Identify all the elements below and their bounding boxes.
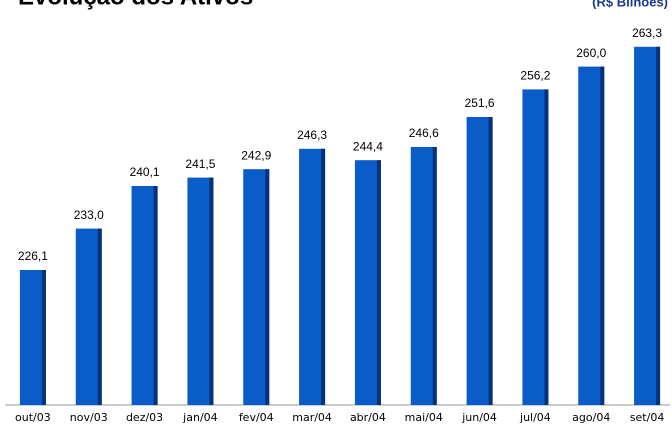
bar-shade (265, 169, 270, 405)
bar (634, 46, 661, 406)
x-tick-label: ago/04 (572, 411, 610, 424)
chart-subtitle: (R$ Bilhões) (592, 0, 668, 9)
value-label: 242,9 (241, 148, 271, 162)
bar (578, 66, 605, 405)
bar (354, 160, 381, 405)
value-label: 233,0 (74, 208, 104, 222)
value-label: 263,3 (632, 26, 662, 40)
bar (522, 89, 549, 406)
value-label: 251,6 (465, 96, 495, 110)
bar-shade (321, 148, 326, 406)
bar (466, 117, 493, 405)
bar-shade (209, 177, 214, 405)
bar (299, 148, 326, 406)
bar-shade (376, 160, 381, 405)
bar (243, 169, 270, 405)
x-tick-label: mai/04 (405, 411, 443, 424)
value-label: 244,4 (353, 139, 383, 153)
value-label: 246,6 (409, 126, 439, 140)
bar-shade (97, 228, 102, 405)
value-label: 260,0 (576, 46, 606, 60)
x-tick-label: jul/04 (519, 411, 551, 424)
bar (187, 177, 214, 405)
x-tick-label: fev/04 (239, 411, 274, 424)
bar (410, 147, 437, 405)
value-label: 226,1 (18, 249, 48, 263)
x-tick-label: set/04 (630, 411, 665, 424)
bar-shade (600, 66, 605, 405)
x-tick-label: out/03 (15, 411, 51, 424)
bar (75, 228, 102, 405)
chart-title: Evolução dos Ativos (18, 0, 253, 10)
x-tick-label: abr/04 (350, 411, 386, 424)
x-tick-label: jan/04 (182, 411, 217, 424)
bar (19, 270, 46, 405)
x-tick-label: nov/03 (70, 411, 108, 424)
x-tick-label: dez/03 (126, 411, 163, 424)
bar-shade (41, 270, 46, 405)
bar-shade (153, 186, 158, 405)
value-label: 241,5 (185, 157, 215, 171)
x-tick-label: mar/04 (292, 411, 332, 424)
value-label: 256,2 (520, 69, 550, 83)
bar-shade (656, 46, 661, 406)
value-label: 246,3 (297, 128, 327, 142)
bar (131, 186, 158, 405)
bar-shade (488, 117, 493, 405)
value-label: 240,1 (130, 165, 160, 179)
bar-shade (544, 89, 549, 406)
bar-shade (432, 147, 437, 405)
x-tick-label: jun/04 (461, 411, 497, 424)
